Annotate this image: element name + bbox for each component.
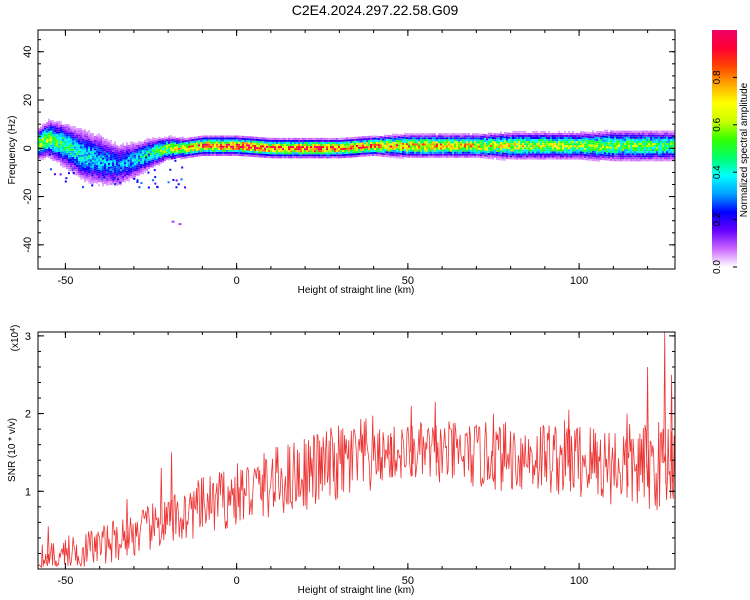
x-tick-label: 100 xyxy=(570,275,588,287)
colorbar-tick-label: 0.8 xyxy=(712,70,723,84)
y-tick-label: 1 xyxy=(25,486,31,498)
spectrogram-heatmap xyxy=(38,118,675,226)
colorbar-tick-label: 0.0 xyxy=(712,260,723,274)
colorbar: 0.0 0.2 0.4 0.6 0.8 Normalized spectral ampl… xyxy=(712,30,750,274)
x-tick-label: 50 xyxy=(402,575,414,587)
x-tick-label: 0 xyxy=(234,575,240,587)
figure-title: C2E4.2024.297.22.58.G09 xyxy=(292,2,459,18)
snr-y-scale-suffix: ) xyxy=(10,325,21,328)
snr-y-scale-prefix: (x10 xyxy=(10,331,21,351)
snr-y-ticks: 1 2 3 xyxy=(25,331,675,554)
snr-y-axis-label: SNR (10 * v/v) xyxy=(7,418,18,482)
spectrogram-x-axis-label: Height of straight line (km) xyxy=(298,285,415,296)
snr-y-scale-exponent: 4 xyxy=(10,328,17,332)
colorbar-ticks: 0.0 0.2 0.4 0.6 0.8 xyxy=(712,70,737,274)
snr-panel: -50 0 50 100 1 2 3 Height of straight line (k… xyxy=(7,325,676,596)
snr-x-axis-label: Height of straight line (km) xyxy=(298,585,415,596)
y-tick-label: 40 xyxy=(22,46,34,58)
colorbar-tick-label: 0.4 xyxy=(712,165,723,179)
colorbar-gradient xyxy=(712,30,737,267)
colorbar-label: Normalized spectral amplitude xyxy=(739,82,750,217)
y-tick-label: 2 xyxy=(25,409,31,421)
x-tick-label: 100 xyxy=(570,575,588,587)
x-tick-label: -50 xyxy=(57,275,73,287)
snr-y-scale-label: (x104) xyxy=(10,325,22,352)
spectrogram-y-axis-label: Frequency (Hz) xyxy=(7,116,18,185)
colorbar-tick-label: 0.6 xyxy=(712,117,723,131)
y-tick-label: 0 xyxy=(22,145,34,151)
snr-frame xyxy=(37,331,676,570)
x-tick-label: 0 xyxy=(234,275,240,287)
spectrogram-x-ticks: -50 0 50 100 xyxy=(57,30,649,287)
snr-x-ticks: -50 0 50 100 xyxy=(57,332,649,587)
x-tick-label: 50 xyxy=(402,275,414,287)
y-tick-label: 3 xyxy=(25,331,31,343)
spectrogram-panel: -50 0 50 100 -40 -20 0 20 40 Height of straight… xyxy=(7,29,676,296)
y-tick-label: -40 xyxy=(22,237,34,253)
spectrogram-frame xyxy=(37,29,676,270)
y-tick-label: -20 xyxy=(22,189,34,205)
snr-series-line xyxy=(38,332,675,569)
x-tick-label: -50 xyxy=(57,575,73,587)
colorbar-tick-label: 0.2 xyxy=(712,212,723,226)
spectrogram-y-ticks: -40 -20 0 20 40 xyxy=(22,39,675,258)
y-tick-label: 20 xyxy=(22,94,34,106)
